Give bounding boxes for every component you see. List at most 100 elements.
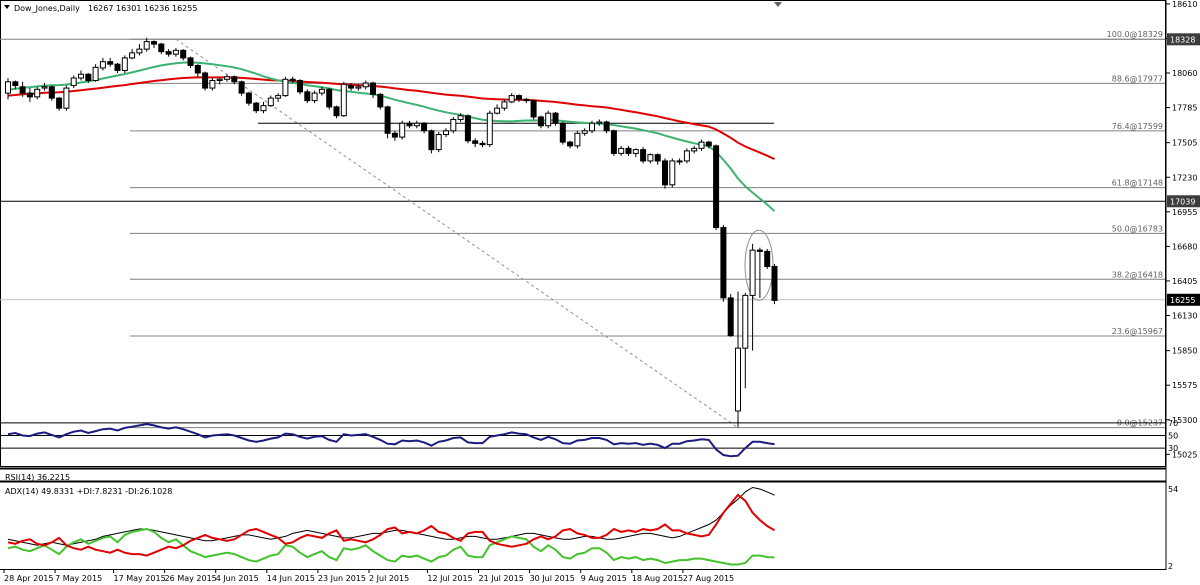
candle-body — [78, 73, 84, 79]
candle-body — [450, 118, 457, 132]
candle — [574, 130, 581, 149]
candle-body — [340, 83, 347, 117]
ma-slow-line — [7, 76, 775, 161]
candle-body — [194, 64, 201, 74]
price-marker-label: 17039 — [1170, 197, 1195, 206]
candle — [589, 120, 595, 134]
candle — [85, 72, 92, 84]
candle-body — [85, 73, 92, 82]
candle-body — [705, 141, 712, 147]
candle-body — [413, 122, 420, 127]
adx-series-line — [7, 527, 775, 566]
candle — [537, 115, 544, 129]
candle — [34, 86, 41, 100]
candle-body — [238, 81, 245, 94]
candle-body — [5, 81, 11, 94]
price-tick-label: 15850 — [1172, 347, 1197, 356]
price-tick-label: 15025 — [1172, 450, 1197, 459]
candle — [107, 57, 114, 67]
candle — [194, 64, 201, 77]
candle — [355, 84, 362, 91]
candle-body — [12, 81, 19, 87]
candle — [172, 47, 179, 57]
candle — [136, 44, 143, 56]
candle — [370, 81, 376, 99]
candle-body — [391, 132, 398, 138]
candle-body — [333, 106, 340, 117]
fib-level-label: 88.6@17977 — [1112, 74, 1163, 83]
price-tick-label: 18060 — [1172, 69, 1197, 78]
candle — [472, 138, 479, 148]
price-tick-label: 17785 — [1172, 104, 1197, 113]
candle — [5, 78, 11, 100]
candle-body — [48, 86, 55, 99]
rsi-level-label: 50 — [1168, 432, 1178, 441]
candle-body — [683, 150, 690, 162]
candle-body — [516, 95, 522, 100]
candle-body — [180, 49, 187, 59]
candle — [749, 243, 756, 351]
candle — [464, 114, 471, 144]
candle-body — [56, 97, 63, 109]
highlight-ellipse — [744, 229, 774, 301]
candle-body — [610, 130, 617, 154]
candle-body — [143, 41, 150, 50]
rsi-title: RSI(14) 36.2215 — [5, 473, 70, 482]
candle-body — [231, 76, 238, 83]
time-tick-label: 26 May 2015 — [165, 574, 217, 583]
candle — [530, 99, 537, 120]
candle — [771, 263, 778, 305]
candle — [647, 153, 654, 164]
candle — [603, 120, 610, 134]
candle — [326, 88, 333, 110]
candle-body — [764, 250, 771, 267]
candle — [282, 76, 289, 97]
candle — [143, 37, 150, 52]
candle-body — [129, 52, 136, 59]
candle — [494, 104, 501, 115]
fib-level-label: 61.8@17148 — [1112, 179, 1163, 188]
candle-body — [70, 77, 77, 87]
candle-body — [63, 87, 70, 109]
scroll-marker-icon[interactable] — [774, 2, 782, 7]
rsi-panel[interactable] — [1, 471, 1166, 482]
candle — [99, 57, 106, 71]
candle-body — [399, 122, 406, 138]
candle — [224, 74, 230, 82]
candle — [435, 132, 442, 153]
time-tick-label: 9 Aug 2015 — [581, 574, 627, 583]
candle-body — [136, 48, 143, 54]
candle-body — [742, 294, 749, 349]
candle-body — [311, 92, 318, 102]
candle-body — [618, 147, 625, 154]
price-tick-label: 17505 — [1172, 139, 1197, 148]
candle-body — [19, 86, 26, 94]
candle-body — [355, 86, 362, 89]
time-tick-label: 23 Jun 2015 — [318, 574, 366, 583]
candle — [406, 120, 413, 129]
candle-body — [567, 141, 574, 147]
time-tick-label: 4 Jun 2015 — [216, 574, 259, 583]
candle — [289, 76, 296, 84]
collapse-arrow-icon[interactable] — [4, 5, 10, 9]
price-tick-label: 15575 — [1172, 381, 1197, 390]
candle-body — [326, 88, 333, 108]
candle — [340, 81, 347, 117]
candle — [158, 42, 165, 55]
fib-level-label: 76.4@17599 — [1112, 122, 1163, 131]
candle — [12, 80, 19, 90]
candle-body — [530, 100, 537, 118]
candle — [238, 80, 245, 96]
candle-body — [559, 122, 566, 143]
candle-body — [34, 88, 41, 98]
price-tick-label: 18610 — [1172, 0, 1197, 9]
candle-body — [574, 132, 581, 147]
candle-body — [297, 80, 303, 93]
candle — [698, 139, 705, 151]
chart-header-symbol: Dow_Jones,Daily — [14, 4, 80, 13]
price-marker-label: 16255 — [1170, 296, 1195, 305]
time-tick-label: 27 Aug 2015 — [683, 574, 734, 583]
candle-body — [589, 122, 595, 132]
rsi-level-label: 70 — [1168, 419, 1178, 428]
